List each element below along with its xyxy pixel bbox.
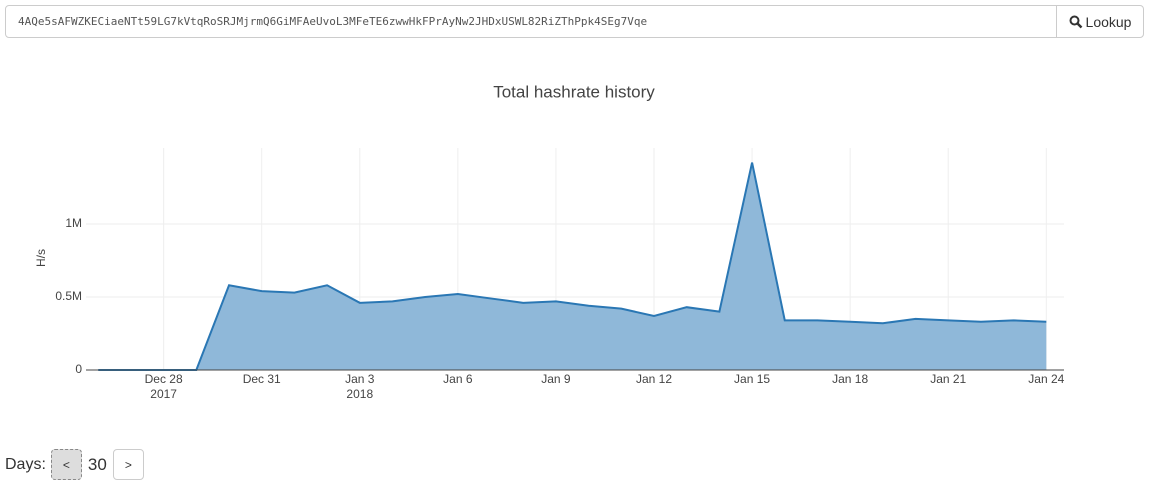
- days-label: Days:: [5, 455, 46, 473]
- x-tick-label: Jan 24: [1028, 372, 1064, 386]
- y-tick-label: 0: [75, 362, 82, 376]
- x-tick-year: 2017: [150, 387, 177, 401]
- days-value: 30: [87, 454, 107, 474]
- x-tick-label: Jan 3: [345, 372, 375, 386]
- x-tick-label: Jan 12: [636, 372, 672, 386]
- x-tick-year: 2018: [346, 387, 373, 401]
- days-control: Days: < 30 >: [5, 449, 144, 480]
- next-button[interactable]: >: [112, 449, 144, 480]
- x-tick-label: Jan 18: [832, 372, 868, 386]
- y-tick-label: 1M: [65, 216, 82, 230]
- line: [98, 162, 1047, 371]
- chart-title: Total hashrate history: [493, 82, 655, 101]
- lookup-button[interactable]: Lookup: [1056, 5, 1144, 38]
- x-tick-label: Dec 28: [145, 372, 183, 386]
- x-tick-label: Jan 6: [443, 372, 473, 386]
- y-tick-label: 0.5M: [55, 289, 82, 303]
- y-axis-label: H/s: [34, 249, 48, 267]
- prev-button[interactable]: <: [50, 449, 82, 480]
- lookup-label: Lookup: [1085, 13, 1132, 30]
- x-tick-label: Jan 9: [541, 372, 571, 386]
- x-tick-label: Jan 21: [930, 372, 966, 386]
- search-icon: [1069, 15, 1082, 28]
- x-tick-label: Dec 31: [243, 372, 281, 386]
- x-tick-label: Jan 15: [734, 372, 770, 386]
- area: [98, 162, 1047, 370]
